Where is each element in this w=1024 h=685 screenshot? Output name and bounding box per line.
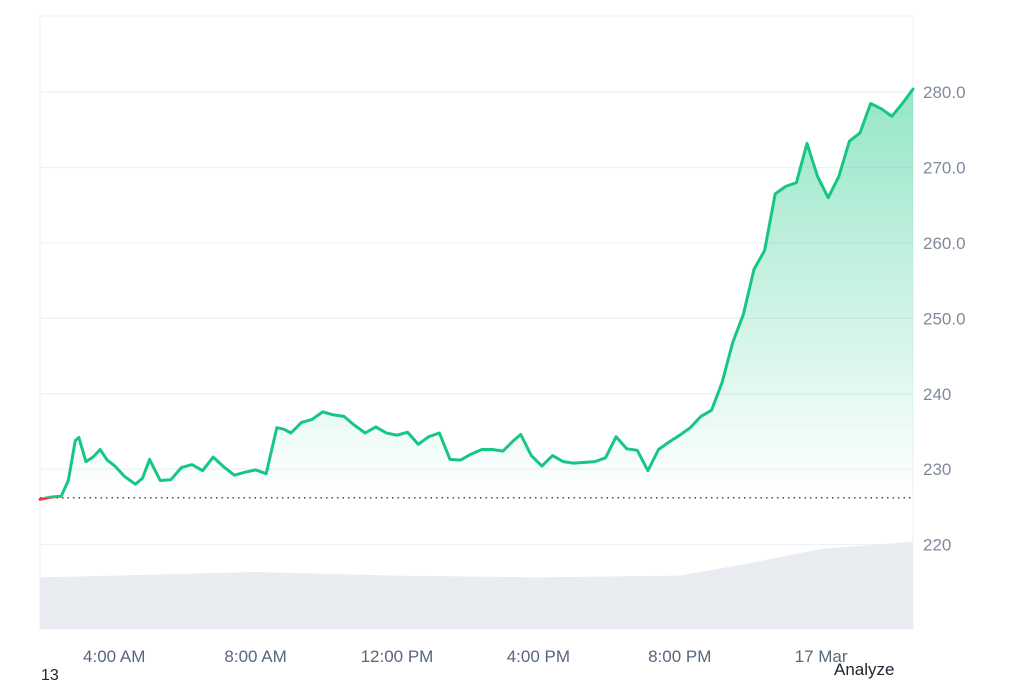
x-axis: 4:00 AM 8:00 AM 12:00 PM 4:00 PM 8:00 PM 17 M… [83,647,848,666]
y-tick-label: 270.0 [923,159,966,178]
analyze-button[interactable]: Analyze [834,660,895,679]
y-tick-label: 250.0 [923,309,966,328]
price-line-up [39,87,915,498]
corner-label: 13 [41,667,59,684]
y-axis: 280.0 270.0 260.0 250.0 240 230 220 [923,83,966,554]
x-tick-label: 4:00 AM [83,647,145,666]
y-tick-label: 280.0 [923,83,966,102]
price-area-fill [40,89,913,498]
x-tick-label: 4:00 PM [507,647,570,666]
y-tick-label: 260.0 [923,234,966,253]
price-line-group [38,87,915,501]
volume-fill [40,541,913,629]
x-tick-label: 12:00 PM [361,647,434,666]
x-tick-label: 17 Mar [795,647,848,666]
x-tick-label: 8:00 PM [648,647,711,666]
y-tick-label: 220 [923,536,951,555]
price-area [40,89,913,498]
y-tick-label: 230 [923,460,951,479]
x-tick-label: 8:00 AM [224,647,286,666]
y-tick-label: 240 [923,385,951,404]
volume-area [40,541,913,629]
